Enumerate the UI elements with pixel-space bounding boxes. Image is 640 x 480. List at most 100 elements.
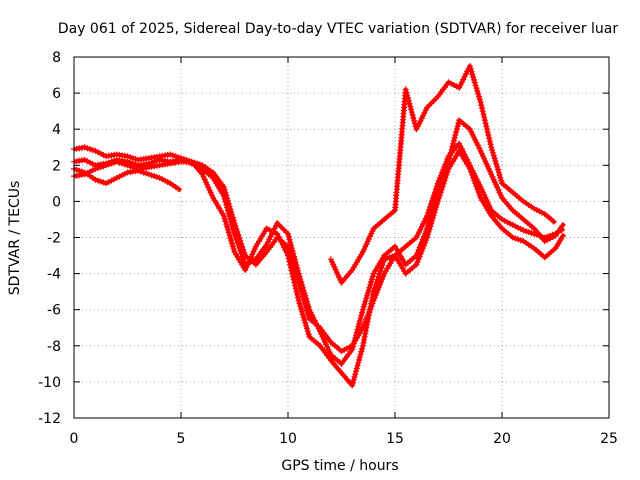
data-point-marker bbox=[352, 335, 359, 342]
y-axis-label: SDTVAR / TECUs bbox=[7, 181, 23, 296]
data-point-marker bbox=[434, 201, 440, 208]
data-point-marker bbox=[283, 249, 290, 256]
data-point-marker bbox=[349, 382, 356, 389]
data-point-marker bbox=[493, 160, 500, 167]
y-tick-label: -6 bbox=[47, 303, 61, 319]
data-point-marker bbox=[472, 82, 479, 89]
data-point-marker bbox=[454, 123, 461, 130]
y-tick-label: 0 bbox=[52, 194, 61, 210]
y-tick-label: -2 bbox=[47, 231, 61, 247]
data-point-marker bbox=[484, 126, 490, 133]
data-point-marker bbox=[287, 239, 294, 246]
data-point-marker bbox=[350, 376, 357, 383]
data-point-marker bbox=[418, 115, 425, 122]
data-point-marker bbox=[223, 221, 230, 228]
grid-lines bbox=[74, 57, 609, 418]
data-point-marker bbox=[224, 204, 231, 211]
data-point-marker bbox=[442, 174, 449, 181]
data-point-marker bbox=[525, 229, 532, 236]
data-point-marker bbox=[550, 218, 557, 225]
data-point-marker bbox=[456, 140, 463, 147]
series-track-2 bbox=[71, 117, 566, 367]
data-point-marker bbox=[73, 166, 80, 173]
data-point-marker bbox=[486, 138, 493, 145]
data-point-marker bbox=[100, 163, 107, 170]
data-point-marker bbox=[373, 279, 380, 286]
data-point-marker bbox=[349, 346, 356, 353]
data-point-marker bbox=[289, 270, 296, 277]
data-point-marker bbox=[135, 167, 142, 174]
data-point-marker bbox=[441, 177, 448, 184]
data-point-marker bbox=[389, 253, 396, 260]
data-point-marker bbox=[386, 254, 393, 261]
data-point-marker bbox=[370, 288, 377, 295]
data-point-marker bbox=[303, 298, 310, 305]
data-point-marker bbox=[471, 76, 477, 83]
data-point-marker bbox=[103, 180, 110, 187]
y-tick-label: -12 bbox=[38, 411, 61, 427]
data-point-marker bbox=[478, 102, 485, 109]
data-point-marker bbox=[453, 126, 460, 133]
data-point-marker bbox=[285, 230, 291, 237]
data-point-marker bbox=[290, 273, 296, 280]
data-point-marker bbox=[351, 374, 358, 380]
data-point-marker bbox=[350, 340, 357, 347]
data-point-marker bbox=[420, 242, 427, 249]
data-point-marker bbox=[413, 234, 420, 241]
data-point-marker bbox=[354, 362, 361, 369]
data-point-marker bbox=[485, 132, 492, 139]
data-point-marker bbox=[420, 112, 427, 119]
data-point-marker bbox=[293, 262, 300, 269]
data-point-marker bbox=[450, 140, 457, 147]
y-tick-label: 2 bbox=[52, 158, 61, 174]
data-point-marker bbox=[175, 185, 182, 192]
data-point-marker bbox=[434, 198, 441, 205]
data-point-marker bbox=[81, 156, 88, 163]
data-point-marker bbox=[475, 189, 482, 195]
data-point-marker bbox=[549, 234, 556, 240]
data-points bbox=[71, 63, 566, 389]
y-tick-label: -4 bbox=[47, 267, 61, 283]
data-point-marker bbox=[359, 309, 366, 316]
data-point-marker bbox=[353, 368, 359, 375]
data-point-marker bbox=[352, 371, 359, 378]
data-point-marker bbox=[358, 312, 365, 319]
data-point-marker bbox=[338, 348, 345, 355]
data-point-marker bbox=[357, 315, 364, 322]
y-tick-label: 8 bbox=[52, 50, 61, 66]
data-point-marker bbox=[436, 192, 443, 199]
data-point-marker bbox=[285, 255, 292, 262]
y-tick-label: 4 bbox=[52, 122, 61, 138]
data-point-marker bbox=[240, 256, 247, 262]
data-point-marker bbox=[444, 168, 451, 175]
data-point-marker bbox=[486, 135, 493, 142]
data-point-marker bbox=[296, 300, 303, 307]
data-point-marker bbox=[362, 298, 369, 305]
data-point-marker bbox=[474, 88, 481, 94]
data-point-marker bbox=[509, 221, 516, 228]
series-track-3 bbox=[71, 147, 566, 389]
data-point-marker bbox=[286, 236, 293, 243]
data-point-marker bbox=[355, 323, 362, 330]
data-point-marker bbox=[359, 306, 366, 313]
data-point-marker bbox=[427, 223, 434, 230]
data-point-marker bbox=[236, 244, 243, 251]
data-point-marker bbox=[220, 193, 227, 199]
data-point-marker bbox=[472, 180, 479, 187]
data-point-marker bbox=[408, 106, 415, 113]
data-point-marker bbox=[304, 328, 311, 335]
data-point-marker bbox=[448, 146, 455, 153]
data-point-marker bbox=[473, 183, 480, 190]
data-point-marker bbox=[458, 79, 465, 86]
data-point-marker bbox=[473, 85, 480, 92]
data-point-marker bbox=[229, 225, 236, 232]
data-point-marker bbox=[476, 191, 483, 198]
data-point-marker bbox=[438, 186, 445, 193]
data-point-marker bbox=[306, 306, 313, 313]
data-point-marker bbox=[480, 111, 487, 118]
data-point-marker bbox=[359, 345, 366, 352]
data-point-marker bbox=[351, 337, 358, 344]
data-point-marker bbox=[232, 233, 239, 240]
data-point-marker bbox=[288, 245, 295, 252]
data-point-marker bbox=[515, 236, 521, 243]
